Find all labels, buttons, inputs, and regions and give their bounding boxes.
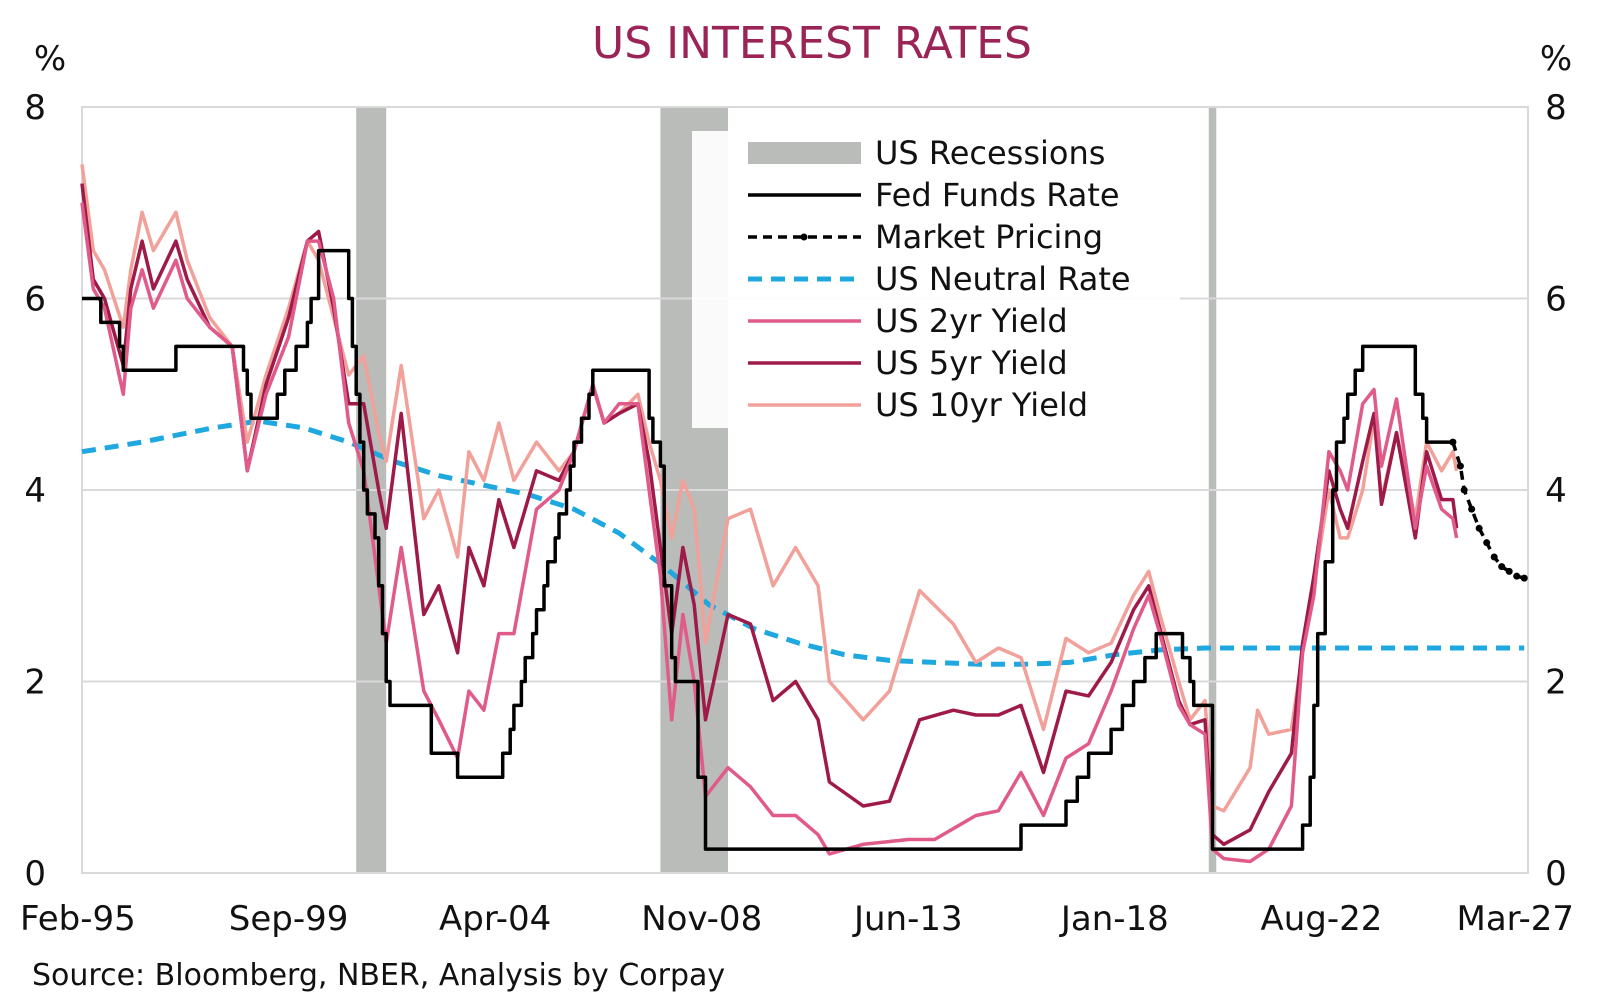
- x-tick-2: Apr-04: [439, 899, 551, 939]
- y-tick-left-6: 6: [24, 280, 46, 320]
- series-line-fed-funds-rate: [82, 248, 1453, 851]
- market-pricing-point-5: [1483, 539, 1491, 547]
- y-tick-right-6: 6: [1545, 280, 1567, 320]
- y-tick-right-2: 2: [1545, 663, 1567, 703]
- market-pricing-point-1: [1456, 462, 1464, 470]
- axes: 0 0 2 2 4 4 6 6 8 8 Feb-95 Sep-99 Apr-04 Nov-08 Jun-13…: [20, 88, 1574, 939]
- legend-label-us-5yr-yield: US 5yr Yield: [875, 344, 1068, 382]
- market-pricing-point-6: [1490, 553, 1498, 561]
- y-tick-left-4: 4: [24, 471, 46, 511]
- x-tick-4: Jun-13: [852, 899, 963, 939]
- y-tick-left-0: 0: [24, 854, 46, 894]
- x-tick-5: Jan-18: [1059, 899, 1169, 939]
- market-pricing-point-4: [1475, 524, 1483, 532]
- legend-label-market-pricing: Market Pricing: [875, 218, 1103, 256]
- legend: US Recessions Fed Funds Rate Market Pricin…: [692, 131, 1180, 428]
- legend-label-us-neutral-rate: US Neutral Rate: [875, 260, 1131, 298]
- x-tick-7: Mar-27: [1456, 899, 1574, 939]
- legend-marker-market-pricing: [800, 233, 808, 241]
- y-tick-right-4: 4: [1545, 471, 1567, 511]
- y-tick-left-2: 2: [24, 663, 46, 703]
- legend-label-us-10yr-yield: US 10yr Yield: [875, 386, 1088, 424]
- legend-swatch-us-recessions: [748, 142, 861, 164]
- market-pricing-point-2: [1460, 486, 1468, 494]
- market-pricing-point-7: [1498, 563, 1506, 571]
- y-unit-left: %: [34, 39, 66, 79]
- market-pricing-point-0: [1449, 438, 1457, 446]
- market-pricing-point-8: [1505, 567, 1513, 575]
- y-tick-right-0: 0: [1545, 854, 1567, 894]
- series-line-market-pricing: [1451, 441, 1525, 580]
- legend-label-fed-funds-rate: Fed Funds Rate: [875, 176, 1120, 214]
- market-pricing-point-3: [1468, 505, 1476, 513]
- series-lines: [80, 164, 1528, 864]
- market-pricing-point-10: [1520, 574, 1528, 582]
- y-unit-right: %: [1540, 39, 1572, 79]
- chart-title: US INTEREST RATES: [592, 18, 1032, 69]
- x-tick-3: Nov-08: [641, 899, 762, 939]
- x-tick-6: Aug-22: [1260, 899, 1382, 939]
- y-tick-left-8: 8: [24, 88, 46, 128]
- y-tick-right-8: 8: [1545, 88, 1567, 128]
- source-note: Source: Bloomberg, NBER, Analysis by Cor…: [32, 958, 725, 993]
- market-pricing-point-9: [1513, 572, 1521, 580]
- legend-label-us-2yr-yield: US 2yr Yield: [875, 302, 1068, 340]
- x-tick-1: Sep-99: [229, 899, 349, 939]
- x-tick-0: Feb-95: [20, 899, 136, 939]
- legend-label-us-recessions: US Recessions: [875, 134, 1105, 172]
